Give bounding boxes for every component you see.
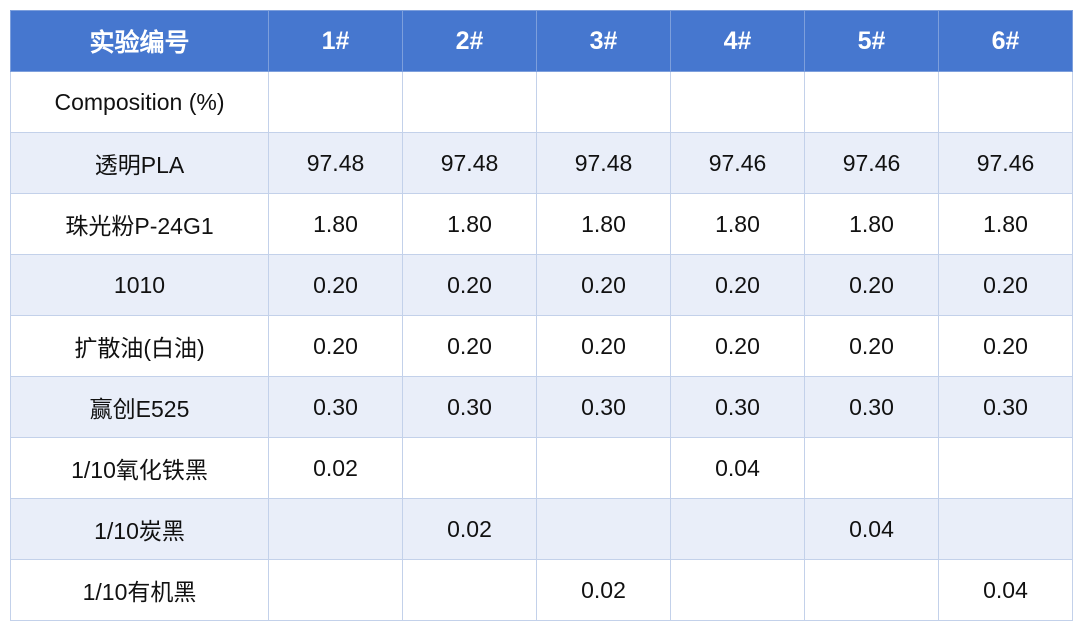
row-label: 1/10有机黑 <box>10 559 269 621</box>
table-cell: 97.46 <box>804 132 939 194</box>
table-cell: 1.80 <box>670 193 805 255</box>
table-cell: 1.80 <box>402 193 537 255</box>
table-cell <box>804 559 939 621</box>
table-cell <box>268 498 403 560</box>
header-cell-3: 3# <box>536 10 671 72</box>
table-cell: 0.20 <box>670 315 805 377</box>
header-cell-4: 4# <box>670 10 805 72</box>
table-cell: 0.20 <box>938 254 1073 316</box>
table-cell: 97.46 <box>938 132 1073 194</box>
table-cell: 0.20 <box>670 254 805 316</box>
row-label: 扩散油(白油) <box>10 315 269 377</box>
table-cell <box>268 559 403 621</box>
table-cell <box>402 437 537 499</box>
row-label: 赢创E525 <box>10 376 269 438</box>
table-cell <box>268 71 403 133</box>
table-row: Composition (%) <box>10 71 1073 133</box>
table-row: 赢创E525 0.30 0.30 0.30 0.30 0.30 0.30 <box>10 376 1073 438</box>
table-cell <box>536 498 671 560</box>
table-cell: 0.04 <box>938 559 1073 621</box>
table-cell: 0.04 <box>670 437 805 499</box>
header-cell-2: 2# <box>402 10 537 72</box>
row-label: 透明PLA <box>10 132 269 194</box>
table-cell: 0.20 <box>402 254 537 316</box>
header-row: 实验编号 1# 2# 3# 4# 5# 6# <box>10 10 1073 72</box>
table-cell: 1.80 <box>938 193 1073 255</box>
table-cell: 0.20 <box>536 254 671 316</box>
table-cell: 0.02 <box>402 498 537 560</box>
table-cell: 97.48 <box>268 132 403 194</box>
table-cell: 0.30 <box>268 376 403 438</box>
table-cell: 97.48 <box>536 132 671 194</box>
table-cell <box>536 437 671 499</box>
row-label: 1/10氧化铁黑 <box>10 437 269 499</box>
table-cell: 0.30 <box>402 376 537 438</box>
table-cell: 0.20 <box>804 254 939 316</box>
table-cell: 0.20 <box>268 315 403 377</box>
header-cell-1: 1# <box>268 10 403 72</box>
row-label: Composition (%) <box>10 71 269 133</box>
table-cell: 0.20 <box>536 315 671 377</box>
table-cell <box>536 71 671 133</box>
table-row: 透明PLA 97.48 97.48 97.48 97.46 97.46 97.4… <box>10 132 1073 194</box>
table-cell <box>402 559 537 621</box>
composition-table-wrapper: 实验编号 1# 2# 3# 4# 5# 6# Composition (%) 透… <box>10 10 1073 621</box>
table-cell <box>670 559 805 621</box>
table-cell: 0.30 <box>804 376 939 438</box>
table-header: 实验编号 1# 2# 3# 4# 5# 6# <box>10 10 1073 72</box>
table-cell: 97.48 <box>402 132 537 194</box>
table-cell: 0.30 <box>536 376 671 438</box>
header-cell-6: 6# <box>938 10 1073 72</box>
table-cell: 1.80 <box>804 193 939 255</box>
table-cell <box>938 71 1073 133</box>
table-cell <box>938 437 1073 499</box>
table-cell <box>938 498 1073 560</box>
table-cell: 0.20 <box>268 254 403 316</box>
table-cell: 0.20 <box>804 315 939 377</box>
table-cell <box>804 437 939 499</box>
table-cell: 0.30 <box>670 376 805 438</box>
table-cell: 0.20 <box>938 315 1073 377</box>
table-row: 扩散油(白油) 0.20 0.20 0.20 0.20 0.20 0.20 <box>10 315 1073 377</box>
table-cell <box>670 71 805 133</box>
table-row: 1/10有机黑 0.02 0.04 <box>10 559 1073 621</box>
header-cell-5: 5# <box>804 10 939 72</box>
table-body: Composition (%) 透明PLA 97.48 97.48 97.48 … <box>10 71 1073 621</box>
row-label: 珠光粉P-24G1 <box>10 193 269 255</box>
table-row: 1010 0.20 0.20 0.20 0.20 0.20 0.20 <box>10 254 1073 316</box>
table-row: 1/10氧化铁黑 0.02 0.04 <box>10 437 1073 499</box>
header-cell-experiment-id: 实验编号 <box>10 10 269 72</box>
table-cell: 0.04 <box>804 498 939 560</box>
composition-table: 实验编号 1# 2# 3# 4# 5# 6# Composition (%) 透… <box>10 10 1073 621</box>
row-label: 1010 <box>10 254 269 316</box>
table-cell: 97.46 <box>670 132 805 194</box>
table-cell: 0.02 <box>536 559 671 621</box>
table-cell <box>804 71 939 133</box>
row-label: 1/10炭黑 <box>10 498 269 560</box>
table-row: 珠光粉P-24G1 1.80 1.80 1.80 1.80 1.80 1.80 <box>10 193 1073 255</box>
table-cell: 1.80 <box>268 193 403 255</box>
table-cell <box>670 498 805 560</box>
table-cell: 0.20 <box>402 315 537 377</box>
table-cell: 0.02 <box>268 437 403 499</box>
table-row: 1/10炭黑 0.02 0.04 <box>10 498 1073 560</box>
table-cell: 0.30 <box>938 376 1073 438</box>
table-cell: 1.80 <box>536 193 671 255</box>
table-cell <box>402 71 537 133</box>
